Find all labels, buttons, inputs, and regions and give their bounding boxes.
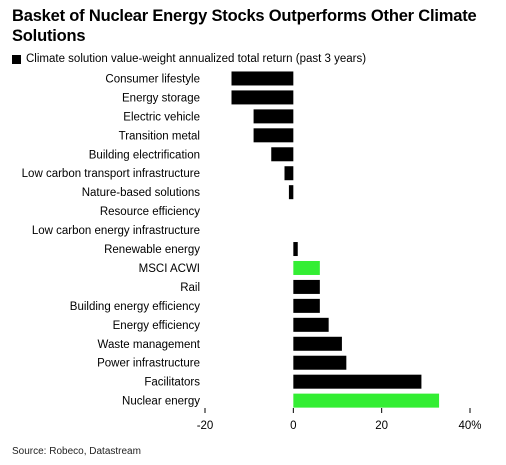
category-label-msci-acwi: MSCI ACWI	[139, 263, 200, 275]
bar-building-energy-efficiency	[293, 298, 320, 313]
x-tick-label-1: 0	[290, 420, 296, 432]
bar-nuclear-energy	[293, 393, 440, 408]
bar-low-carbon-transport-infrastructure	[284, 166, 294, 181]
chart-title: Basket of Nuclear Energy Stocks Outperfo…	[12, 7, 477, 45]
bar-msci-acwi	[293, 260, 320, 275]
category-label-facilitators: Facilitators	[144, 377, 200, 389]
source-note: Source: Robeco, Datastream	[12, 446, 141, 457]
category-label-power-infrastructure: Power infrastructure	[97, 358, 200, 370]
bar-building-electrification	[271, 147, 294, 162]
bar-power-infrastructure	[293, 355, 347, 370]
bar-renewable-energy	[293, 242, 298, 257]
category-label-transition-metal: Transition metal	[119, 130, 200, 142]
category-label-building-energy-efficiency: Building energy efficiency	[70, 301, 200, 313]
category-label-renewable-energy: Renewable energy	[104, 244, 200, 256]
category-label-rail: Rail	[180, 282, 200, 294]
bar-energy-efficiency	[293, 317, 329, 332]
x-tick-label-0: -20	[197, 420, 214, 432]
category-label-energy-storage: Energy storage	[122, 92, 200, 104]
legend-label: Climate solution value-weight annualized…	[26, 53, 367, 65]
category-label-energy-efficiency: Energy efficiency	[113, 320, 201, 332]
bar-rail	[293, 279, 320, 294]
bar-electric-vehicle	[253, 109, 294, 124]
category-label-low-carbon-energy-infrastructure: Low carbon energy infrastructure	[32, 225, 200, 237]
category-label-low-carbon-transport-infrastructure: Low carbon transport infrastructure	[22, 168, 200, 180]
x-tick-label-3: 40%	[458, 420, 481, 432]
bar-nature-based-solutions	[288, 185, 294, 200]
category-label-building-electrification: Building electrification	[89, 149, 200, 161]
bar-facilitators	[293, 374, 422, 389]
legend-swatch	[12, 54, 21, 64]
bar-waste-management	[293, 336, 342, 351]
x-tick-label-2: 20	[375, 420, 388, 432]
category-label-resource-efficiency: Resource efficiency	[100, 206, 200, 218]
category-label-consumer-lifestyle: Consumer lifestyle	[105, 73, 200, 85]
bar-transition-metal	[253, 128, 294, 143]
category-label-electric-vehicle: Electric vehicle	[123, 111, 200, 123]
bar-consumer-lifestyle	[231, 71, 294, 86]
category-label-nuclear-energy: Nuclear energy	[122, 396, 200, 408]
legend: Climate solution value-weight annualized…	[12, 52, 366, 66]
category-label-nature-based-solutions: Nature-based solutions	[82, 187, 201, 199]
category-label-waste-management: Waste management	[98, 339, 201, 351]
bar-energy-storage	[231, 90, 294, 105]
